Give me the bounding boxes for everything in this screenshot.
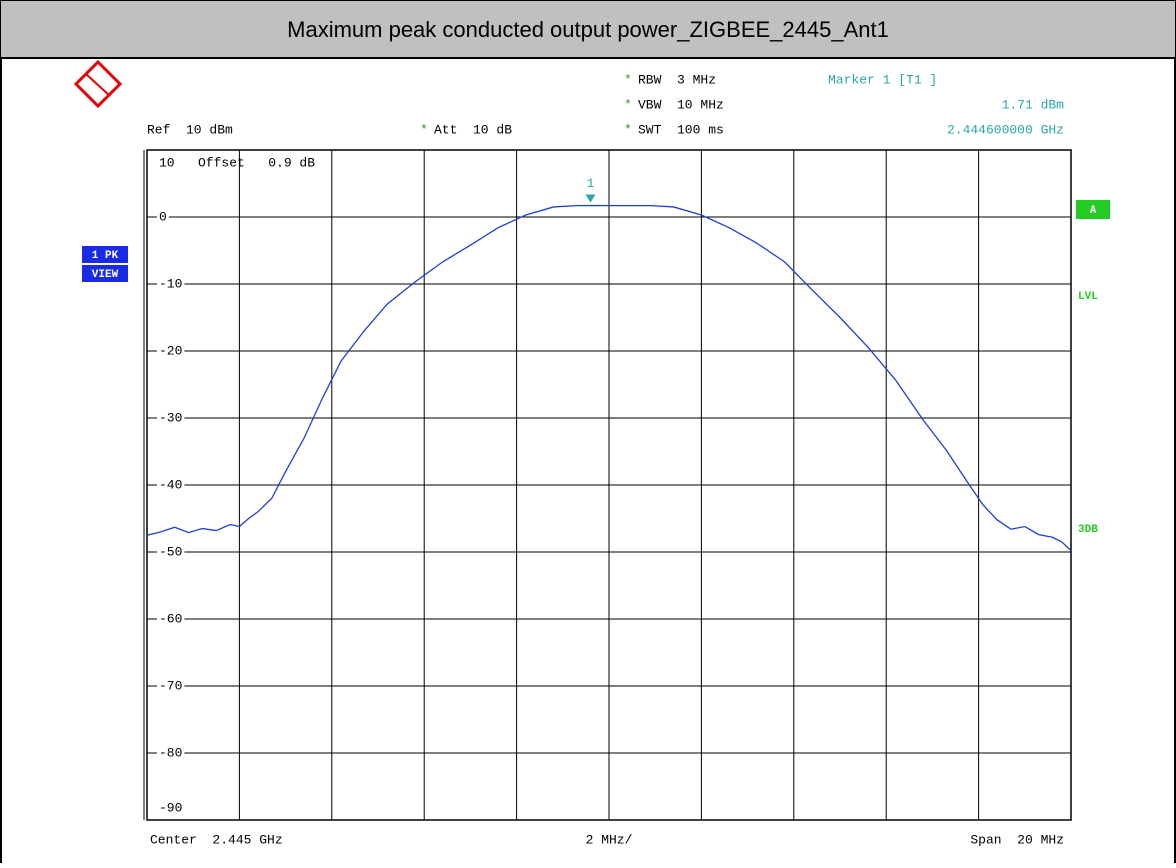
- title-bar: [0, 0, 1176, 59]
- tick-label-bg: [157, 210, 169, 224]
- center-frequency: Center 2.445 GHz: [150, 832, 283, 847]
- logo: [73, 59, 123, 109]
- trace-label-box: [82, 246, 128, 263]
- division: 2 MHz/: [586, 832, 633, 847]
- y-tick-label: -60: [159, 611, 182, 626]
- offset: Offset 0.9 dB: [198, 155, 315, 170]
- vbw-flag: *: [624, 97, 632, 112]
- side-label: LVL: [1078, 291, 1098, 303]
- trace-label: 1 PK: [92, 250, 119, 262]
- ref-level: Ref 10 dBm: [147, 122, 233, 137]
- y-tick-label: -20: [159, 343, 182, 358]
- y-tick-label: -10: [159, 276, 182, 291]
- y-tick-label: 10: [159, 155, 175, 170]
- marker-frequency: 2.444600000 GHz: [947, 122, 1064, 137]
- side-label: A: [1090, 205, 1097, 217]
- span: Span 20 MHz: [970, 832, 1064, 847]
- att-flag: *: [420, 122, 428, 137]
- marker-title: Marker 1 [T1 ]: [828, 72, 937, 87]
- y-tick-label: -30: [159, 410, 182, 425]
- y-tick-label: -90: [159, 800, 182, 815]
- trace: [146, 204, 1072, 552]
- y-tick-label: 0: [159, 209, 167, 224]
- sweep-time: SWT 100 ms: [638, 122, 724, 137]
- vbw: VBW 10 MHz: [638, 97, 724, 112]
- side-label-box: [1076, 200, 1110, 219]
- side-label: 3DB: [1078, 524, 1098, 536]
- tick-label-bg: [157, 344, 185, 358]
- swt-flag: *: [624, 122, 632, 137]
- tick-label-bg: [157, 411, 185, 425]
- tick-label-bg: [157, 612, 185, 626]
- chart-title: Maximum peak conducted output power_ZIGB…: [287, 17, 889, 42]
- marker-level: 1.71 dBm: [1002, 97, 1065, 112]
- tick-label-bg: [157, 478, 185, 492]
- y-tick-label: -70: [159, 678, 182, 693]
- marker-label: 1: [587, 176, 595, 191]
- rbw: RBW 3 MHz: [638, 72, 716, 87]
- y-tick-label: -80: [159, 745, 182, 760]
- tick-label-bg: [157, 277, 185, 291]
- tick-label-bg: [157, 746, 185, 760]
- trace-label: VIEW: [92, 269, 119, 281]
- y-tick-label: -50: [159, 544, 182, 559]
- y-tick-label: -40: [159, 477, 182, 492]
- trace-label-box: [82, 265, 128, 282]
- marker: [585, 194, 596, 203]
- tick-label-bg: [157, 545, 185, 559]
- rbw-flag: *: [624, 72, 632, 87]
- attenuation: Att 10 dB: [434, 122, 512, 137]
- tick-label-bg: [157, 679, 185, 693]
